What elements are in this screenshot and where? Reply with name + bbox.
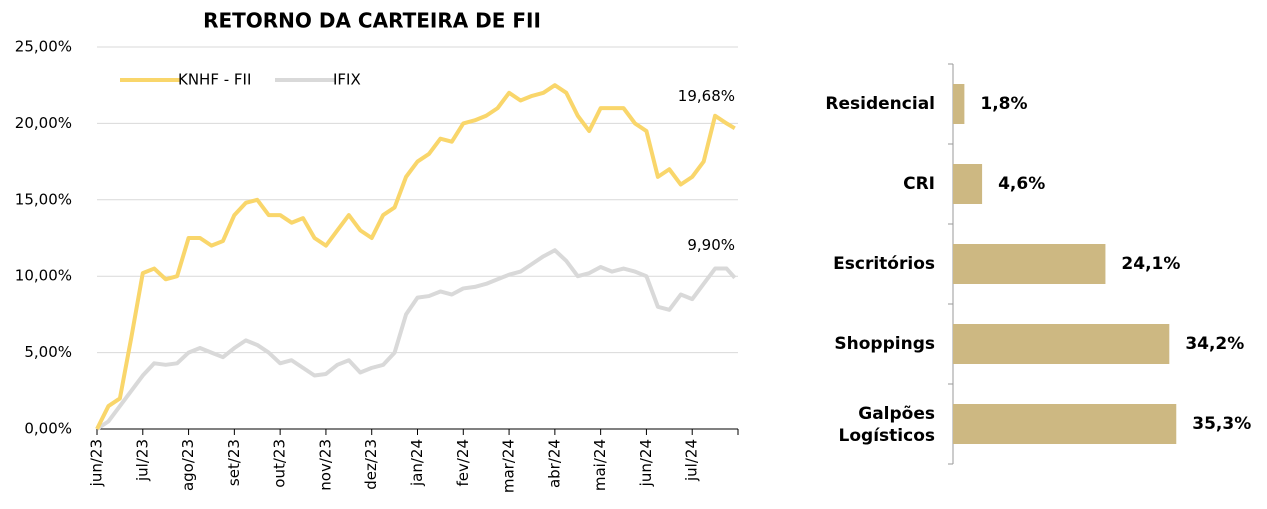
category-label: Residencial	[825, 94, 935, 114]
bar	[953, 244, 1106, 284]
value-label: 34,2%	[1185, 334, 1244, 354]
value-label: 35,3%	[1192, 414, 1251, 434]
end-label: 9,90%	[687, 236, 735, 254]
x-tick-label: set/23	[225, 439, 243, 486]
bar	[953, 164, 983, 204]
x-tick-label: ago/23	[179, 439, 197, 491]
legend-label: IFIX	[333, 71, 361, 89]
category-label: CRI	[903, 174, 935, 194]
x-tick-label: nov/23	[316, 439, 334, 491]
y-tick-label: 10,00%	[15, 267, 72, 285]
value-label: 24,1%	[1121, 254, 1180, 274]
x-tick-label: jul/24	[683, 439, 701, 482]
y-tick-label: 5,00%	[24, 343, 72, 361]
category-label: Escritórios	[833, 254, 935, 274]
x-tick-label: mai/24	[591, 439, 609, 491]
y-tick-label: 0,00%	[24, 420, 72, 438]
x-tick-label: fev/24	[454, 439, 472, 487]
series-line	[95, 83, 736, 430]
category-label-line: Galpões	[858, 404, 935, 424]
x-tick-label: jun/24	[637, 439, 655, 487]
x-tick-label: mar/24	[500, 439, 518, 493]
bar	[953, 84, 965, 124]
value-label: 1,8%	[980, 94, 1027, 114]
y-tick-label: 20,00%	[15, 114, 72, 132]
x-tick-label: jan/24	[408, 439, 426, 487]
x-tick-label: out/23	[271, 439, 289, 488]
value-label: 4,6%	[998, 174, 1045, 194]
x-tick-label: jun/23	[88, 439, 106, 487]
legend-label: KNHF - FII	[178, 71, 251, 89]
bar	[953, 324, 1170, 364]
category-label: Galpões Logísticos	[839, 404, 935, 446]
y-tick-label: 25,00%	[15, 38, 72, 56]
category-label: Shoppings	[834, 334, 935, 354]
x-tick-label: dez/23	[362, 439, 380, 490]
x-tick-label: jul/23	[133, 439, 151, 482]
category-label-line: Logísticos	[839, 426, 935, 446]
y-tick-label: 15,00%	[15, 190, 72, 208]
bar	[953, 404, 1177, 444]
x-tick-label: abr/24	[545, 439, 563, 488]
chart-title: RETORNO DA CARTEIRA DE FII	[203, 9, 541, 33]
end-label: 19,68%	[678, 87, 735, 105]
series-line	[95, 248, 737, 431]
